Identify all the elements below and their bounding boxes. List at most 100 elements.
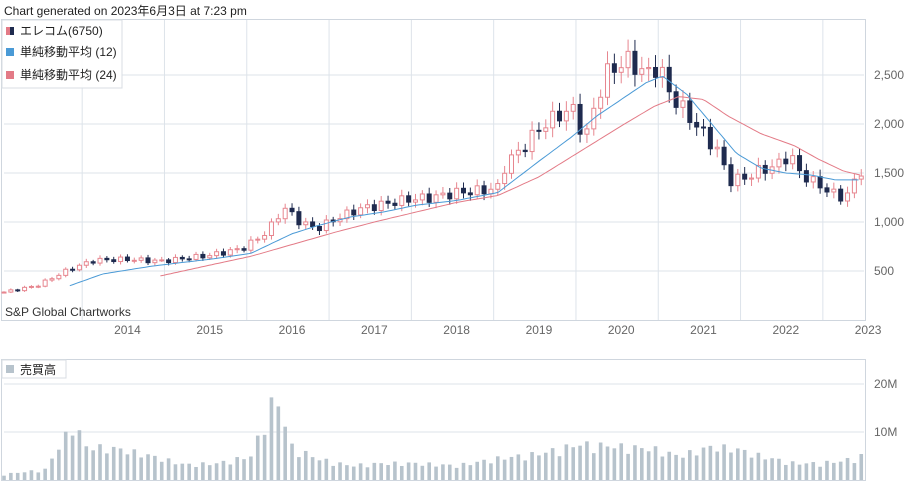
candle-body	[570, 103, 576, 112]
candle-body	[508, 154, 514, 174]
candle-body	[262, 234, 268, 240]
candle-body	[584, 128, 590, 135]
candle-body	[755, 164, 761, 179]
volume-bar	[681, 457, 685, 480]
candle-body	[378, 200, 384, 212]
volume-bar	[63, 431, 68, 480]
volume-bar	[543, 452, 548, 480]
candle-body	[577, 103, 583, 135]
legend-label-sma24: 単純移動平均 (24)	[20, 68, 117, 82]
candle-body	[385, 200, 391, 204]
candle-body	[179, 256, 185, 260]
volume-bar	[125, 454, 130, 480]
candle-body	[15, 289, 21, 292]
volume-bar	[756, 452, 761, 480]
volume-bar	[660, 456, 665, 480]
volume-bar	[605, 446, 610, 480]
candle-body	[454, 187, 460, 200]
volume-bar	[228, 464, 233, 480]
candle-body	[797, 155, 803, 172]
candle-body	[858, 175, 864, 180]
volume-bar	[290, 443, 294, 480]
candle-body	[714, 146, 720, 150]
candle-body	[790, 155, 796, 165]
candle-body	[316, 226, 322, 232]
volume-bar	[626, 453, 630, 480]
candle-body	[35, 285, 41, 288]
volume-bar	[509, 456, 514, 480]
volume-bar	[557, 456, 562, 480]
volume-bar	[358, 463, 363, 480]
candle-body	[467, 192, 473, 196]
candle-body	[268, 221, 274, 236]
time-tick-label: 2016	[279, 323, 306, 337]
volume-bar	[639, 448, 644, 480]
candle-body	[618, 67, 624, 73]
candle-body	[611, 63, 617, 73]
candle-body	[433, 194, 439, 203]
candle-body	[831, 188, 837, 193]
candle-body	[653, 66, 659, 78]
candle-body	[659, 66, 665, 78]
volume-bar	[845, 457, 850, 480]
volume-bar	[653, 446, 658, 480]
volume-bar	[571, 447, 576, 480]
volume-tick-label: 20M	[874, 377, 897, 391]
candle-body	[632, 50, 638, 75]
candle-body	[412, 199, 418, 203]
volume-bar	[413, 462, 418, 480]
sma-12-line	[69, 75, 859, 287]
candle-body	[364, 204, 370, 209]
volume-bar	[674, 454, 678, 480]
volume-bar	[399, 465, 404, 480]
volume-bar	[523, 460, 528, 480]
volume-bar	[646, 451, 651, 480]
candle-body	[419, 193, 425, 201]
candle-body	[220, 251, 226, 256]
candle-body	[851, 178, 857, 194]
candle-body	[728, 164, 734, 187]
volume-bar	[564, 444, 569, 480]
candle-body	[214, 251, 220, 257]
time-tick-label: 2020	[608, 323, 635, 337]
volume-bar	[832, 462, 836, 480]
volume-bar	[297, 457, 301, 480]
volume-bar	[729, 452, 733, 480]
candle-body	[721, 146, 727, 166]
volume-bar	[70, 435, 75, 480]
candle-body	[543, 127, 549, 132]
volume-bar	[447, 464, 452, 480]
candle-body	[241, 248, 247, 251]
volume-bar	[207, 465, 212, 480]
candle-body	[563, 110, 569, 122]
square-icon	[6, 48, 14, 56]
volume-tick-label: 10M	[874, 425, 897, 439]
candle-body	[255, 238, 261, 241]
candle-body	[296, 211, 302, 226]
volume-bar	[310, 457, 315, 480]
volume-bar	[667, 451, 672, 480]
candle-body	[248, 239, 254, 251]
volume-bar	[461, 462, 466, 480]
volume-bar	[859, 453, 864, 480]
candle-body	[824, 187, 830, 193]
candle-body	[28, 285, 34, 288]
candle-body	[138, 257, 144, 261]
chart-generated-caption: Chart generated on 2023年6月3日 at 7:23 pm	[4, 4, 247, 18]
candle-body	[22, 286, 28, 292]
volume-bar	[98, 444, 102, 480]
volume-bar	[180, 463, 185, 480]
volume-bar	[591, 453, 596, 480]
volume-bar	[201, 462, 205, 480]
price-grid	[4, 74, 864, 272]
candle-body	[104, 257, 110, 261]
volume-bar	[742, 449, 747, 480]
volume-bar	[763, 459, 768, 480]
volume-legend: 売買高	[1, 359, 67, 379]
candle-body	[234, 248, 240, 251]
candle-body	[131, 259, 137, 262]
volume-bar	[146, 454, 150, 480]
candle-body	[701, 126, 707, 129]
volume-bar	[262, 434, 267, 480]
candle-body	[680, 100, 686, 108]
